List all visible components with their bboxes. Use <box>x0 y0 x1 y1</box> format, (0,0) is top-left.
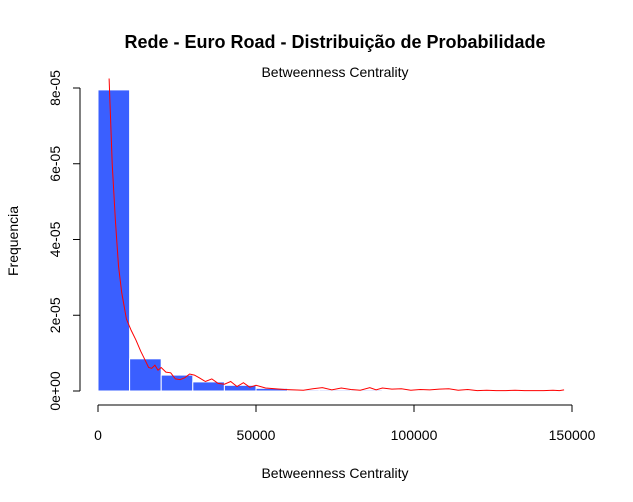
chart-title: Rede - Euro Road - Distribuição de Proba… <box>124 32 545 52</box>
y-tick-label: 2e-05 <box>47 297 63 333</box>
y-tick-label: 4e-05 <box>47 221 63 257</box>
histogram-bar <box>445 390 478 392</box>
histogram-bar <box>160 374 194 392</box>
histogram-bar <box>223 384 257 392</box>
chart-subtitle: Betweenness Centrality <box>261 64 408 80</box>
x-tick-label: 0 <box>94 427 102 443</box>
y-axis-label: Frequencia <box>5 206 21 276</box>
x-tick-label: 50000 <box>237 427 276 443</box>
histogram-bar <box>97 89 131 392</box>
y-axis: 0e+00 2e-05 4e-05 6e-05 8e-05 <box>47 70 81 411</box>
x-tick-label: 150000 <box>549 427 596 443</box>
density-curve-group <box>108 78 565 392</box>
y-tick-label: 8e-05 <box>47 70 63 106</box>
density-curve <box>108 78 565 392</box>
x-tick-label: 100000 <box>391 427 438 443</box>
histogram-bar <box>318 389 352 392</box>
x-axis-label: Betweenness Centrality <box>261 465 408 481</box>
x-axis: 0 50000 100000 150000 <box>94 404 596 443</box>
y-tick-label: 0e+00 <box>47 371 63 411</box>
histogram-bars <box>97 89 573 392</box>
y-tick-label: 6e-05 <box>47 146 63 182</box>
histogram-bar <box>129 358 162 392</box>
